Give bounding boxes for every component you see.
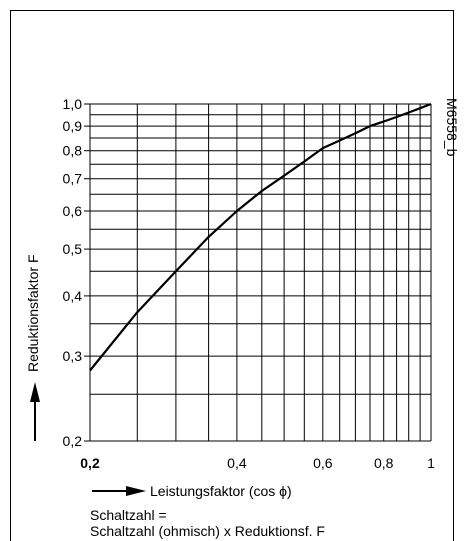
formula-line-2: Schaltzahl (ohmisch) x Reduktionsf. F: [90, 523, 325, 539]
x-axis-title: Leistungsfaktor (cos ϕ): [150, 483, 292, 499]
y-axis-title: Reduktionsfaktor F: [25, 255, 41, 373]
y-axis-arrow-icon: [30, 382, 40, 441]
y-tick-label: 0,5: [63, 241, 83, 257]
curve-layer: [89, 102, 432, 372]
y-tick-label: 0,8: [63, 143, 83, 159]
y-tick-label: 0,3: [63, 348, 83, 364]
y-tick-label: 0,2: [63, 433, 83, 449]
x-tick-label: 1: [427, 455, 435, 471]
x-tick-label: 0,8: [374, 455, 394, 471]
figure-id: M6558_b: [444, 98, 460, 157]
y-tick-label: 1,0: [63, 96, 83, 112]
figure-frame: [10, 10, 454, 541]
y-tick-labels: 1,0 0,9 0,8 0,7 0,6 0,5 0,4 0,3 0,2: [63, 96, 83, 449]
x-axis-arrow-icon: [92, 486, 146, 496]
y-tick-label: 0,4: [63, 288, 83, 304]
x-tick-label: 0,4: [227, 455, 247, 471]
formula-line-1: Schaltzahl =: [90, 507, 167, 523]
grid: [84, 103, 432, 442]
y-tick-label: 0,7: [63, 171, 83, 187]
series-line-reduction-factor: [89, 102, 432, 372]
x-tick-label: 0,6: [313, 455, 333, 471]
y-tick-label: 0,6: [63, 203, 83, 219]
x-tick-labels: 0,2 0,4 0,6 0,8 1: [80, 455, 435, 471]
y-tick-label: 0,9: [63, 118, 83, 134]
x-tick-label: 0,2: [80, 455, 100, 471]
